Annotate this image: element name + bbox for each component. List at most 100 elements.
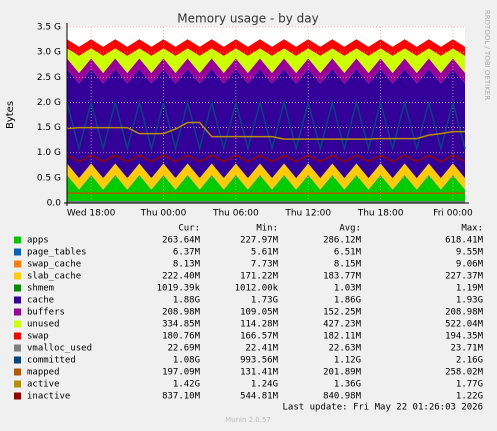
series-line <box>66 154 466 163</box>
legend-stat: 8.13M <box>173 260 201 270</box>
legend-stat: 1.86G <box>334 296 361 306</box>
legend-stat: 22.63M <box>328 344 361 354</box>
legend-stat: 9.55M <box>456 248 484 258</box>
legend-label: swap <box>27 332 49 342</box>
legend-stat: 1.24G <box>251 380 278 390</box>
legend-swatch <box>14 272 21 280</box>
legend-stat: 166.57M <box>240 332 279 342</box>
stack-area <box>67 175 465 203</box>
legend-swatch <box>14 296 21 304</box>
legend-stat: 197.09M <box>162 368 201 378</box>
legend-swatch <box>14 320 21 328</box>
y-tick-label: 0.0 <box>47 199 62 209</box>
legend-stat: 152.25M <box>323 308 362 318</box>
y-tick-label: 2.5 G <box>37 73 61 83</box>
legend-stat: 1.93G <box>456 296 483 306</box>
legend-stat: 201.89M <box>323 368 362 378</box>
legend-stat: 263.64M <box>162 236 201 246</box>
x-tick-label: Thu 06:00 <box>212 209 259 219</box>
legend-swatch <box>14 248 21 256</box>
series-line <box>66 121 465 140</box>
legend-stat: 522.04M <box>445 320 484 330</box>
series-line <box>66 99 466 152</box>
x-tick-label: Wed 18:00 <box>67 209 116 219</box>
y-axis-label: Bytes <box>5 101 16 129</box>
legend-stat: 1.08G <box>173 356 200 366</box>
legend-stat: 618.41M <box>445 236 484 246</box>
legend-stat: 222.40M <box>162 272 201 282</box>
legend-stat: 22.69M <box>167 344 200 354</box>
legend-stat: 208.98M <box>445 308 484 318</box>
y-tick-label: 1.0 G <box>37 148 61 158</box>
legend-stat: 1.42G <box>173 380 200 390</box>
legend-stat: 993.56M <box>240 356 279 366</box>
legend-stat: 1.36G <box>334 380 361 390</box>
stack-area <box>67 48 465 73</box>
legend-stat: 8.15M <box>334 260 362 270</box>
legend-stat: 1.77G <box>456 380 483 390</box>
legend-swatch <box>14 344 21 352</box>
legend-label: active <box>27 380 60 390</box>
side-note: RRDTOOL / TOBI OETIKER <box>483 10 491 100</box>
legend-stat: 1.03M <box>334 284 362 294</box>
legend-label: apps <box>27 236 49 246</box>
legend-stat: 194.35M <box>445 332 484 342</box>
legend-stat: 286.12M <box>323 236 362 246</box>
x-tick-label: Thu 12:00 <box>284 209 331 219</box>
y-tick-label: 3.0 G <box>37 48 61 58</box>
legend-stat: 22.41M <box>245 344 278 354</box>
stack-area <box>67 163 465 179</box>
legend-label: mapped <box>27 368 60 378</box>
legend-stat: 114.28M <box>240 320 279 330</box>
legend-stat: 227.97M <box>240 236 279 246</box>
legend-label: slab_cache <box>27 272 81 282</box>
legend-stat: 183.77M <box>323 272 362 282</box>
legend-stat: 180.76M <box>162 332 201 342</box>
legend-label: swap_cache <box>27 260 81 270</box>
legend-swatch <box>14 332 21 340</box>
legend-stat: 208.98M <box>162 308 201 318</box>
x-tick-label: Thu 18:00 <box>357 209 404 219</box>
legend-label: committed <box>27 356 76 366</box>
y-tick-label: 1.5 G <box>37 123 61 133</box>
chart-title: Memory usage - by day <box>177 12 318 26</box>
x-tick-label: Fri 00:00 <box>433 209 473 219</box>
last-update: Last update: Fri May 22 01:26:03 2026 <box>283 403 483 413</box>
y-tick-label: 0.5 G <box>37 173 61 183</box>
legend-stat: 227.37M <box>445 272 484 282</box>
legend-stat: 2.16G <box>456 356 483 366</box>
legend-stat: 1019.39k <box>157 284 201 294</box>
legend-stat: 131.41M <box>240 368 279 378</box>
legend-stat: 1012.00k <box>235 284 279 294</box>
footer: Munin 2.0.57 <box>225 416 271 424</box>
stack-area <box>67 175 465 190</box>
stack-area <box>67 163 465 190</box>
legend-stat: 1.22G <box>456 392 483 402</box>
legend-header: Min: <box>256 224 278 234</box>
legend-stat: 171.22M <box>240 272 279 282</box>
legend-swatch <box>14 236 21 244</box>
legend-label: unused <box>27 320 60 330</box>
legend-swatch <box>14 380 21 388</box>
legend-stat: 6.51M <box>334 248 362 258</box>
legend-stat: 1.88G <box>173 296 200 306</box>
legend-swatch <box>14 308 21 316</box>
legend-stat: 837.10M <box>162 392 201 402</box>
y-tick-label: 2.0 G <box>37 98 61 108</box>
legend-label: cache <box>27 296 54 306</box>
legend-stat: 23.71M <box>450 344 483 354</box>
legend-stat: 7.73M <box>251 260 279 270</box>
stack-area <box>67 174 465 190</box>
legend-label: shmem <box>27 284 54 294</box>
legend-stat: 1.19M <box>456 284 484 294</box>
legend-header: Max: <box>461 224 483 234</box>
stack-area <box>67 39 465 56</box>
legend-label: vmalloc_used <box>27 344 92 354</box>
legend-swatch <box>14 356 21 364</box>
legend-stat: 840.98M <box>323 392 362 402</box>
legend-stat: 6.37M <box>173 248 201 258</box>
legend-label: buffers <box>27 308 65 318</box>
legend-stat: 544.81M <box>240 392 279 402</box>
legend-stat: 1.12G <box>334 356 361 366</box>
